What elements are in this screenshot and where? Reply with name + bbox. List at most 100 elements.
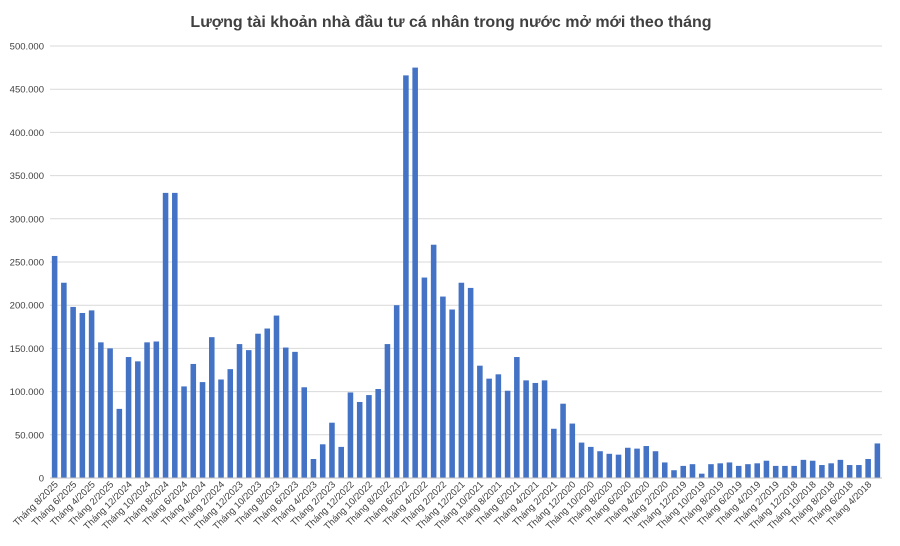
bar [523, 380, 529, 478]
bar [865, 458, 871, 478]
bar [449, 309, 455, 478]
bar [754, 463, 760, 478]
bar [236, 344, 243, 478]
bar [569, 423, 576, 478]
bar [172, 192, 178, 478]
bar [430, 244, 437, 478]
bar [440, 296, 446, 478]
bar [504, 390, 511, 478]
y-tick-label: 450.000 [10, 85, 44, 96]
bar [514, 357, 520, 478]
bar [116, 408, 123, 478]
bar [51, 255, 58, 478]
y-tick-label: 200.000 [10, 301, 44, 312]
bar [227, 369, 234, 478]
bar [421, 277, 428, 478]
bar [763, 460, 770, 478]
bar [403, 75, 409, 478]
bar [375, 389, 381, 478]
y-tick-label: 250.000 [10, 258, 44, 269]
bar [356, 401, 363, 478]
bar [634, 448, 640, 478]
bar [486, 378, 492, 478]
bar [310, 458, 317, 478]
bar [209, 337, 215, 478]
bar [98, 342, 104, 478]
chart-title: Lượng tài khoản nhà đầu tư cá nhân trong… [190, 14, 711, 31]
bar [245, 350, 252, 478]
bar [412, 67, 418, 478]
bar [643, 446, 650, 478]
bar [837, 459, 844, 478]
bar [162, 192, 169, 478]
bar [70, 306, 76, 478]
y-tick-label: 150.000 [10, 344, 44, 355]
bar [458, 282, 465, 478]
bar [597, 451, 603, 478]
bar [467, 287, 474, 478]
bar [560, 403, 566, 478]
y-tick-label: 400.000 [10, 128, 44, 139]
bar [181, 386, 187, 478]
bar [874, 443, 881, 478]
bar [319, 444, 326, 478]
bar [329, 422, 335, 478]
bar [680, 465, 687, 478]
bar [477, 365, 483, 478]
bar [689, 464, 696, 478]
bar [532, 382, 539, 478]
bar [782, 465, 788, 478]
bar [846, 465, 853, 478]
bar [745, 464, 751, 478]
bar [61, 282, 67, 478]
bars [51, 67, 881, 478]
bar [856, 465, 862, 478]
bar [393, 305, 400, 478]
bar [717, 463, 723, 478]
y-tick-label: 0 [39, 474, 44, 485]
bar [791, 465, 797, 478]
bar [735, 465, 742, 478]
bar [218, 379, 224, 478]
y-tick-label: 100.000 [10, 387, 44, 398]
bar [125, 357, 132, 478]
bar [819, 465, 825, 478]
bar [264, 328, 271, 478]
bar [135, 361, 141, 478]
y-tick-label: 500.000 [10, 42, 44, 53]
bar [726, 462, 733, 478]
y-tick-label: 350.000 [10, 171, 44, 182]
y-tick-label: 300.000 [10, 214, 44, 225]
y-tick-label: 50.000 [15, 430, 44, 441]
bar [551, 428, 557, 478]
bar [255, 333, 261, 478]
bar [625, 447, 631, 478]
bar [144, 342, 150, 478]
bar [282, 347, 289, 478]
bar [541, 380, 548, 478]
bar [578, 442, 585, 478]
bar [800, 459, 807, 478]
gridlines [50, 45, 882, 436]
bar [671, 470, 677, 478]
bar [366, 395, 372, 478]
bar [301, 387, 307, 478]
bar [809, 460, 816, 478]
bar [273, 315, 280, 478]
bar [698, 473, 705, 478]
bar [606, 453, 613, 478]
bar [347, 392, 354, 478]
bar [190, 363, 197, 478]
bar [107, 348, 113, 478]
bar [384, 344, 391, 478]
y-axis-ticks: 0 50.000 100.000 150.000 200.000 250.000 300.0… [10, 42, 44, 485]
bar [828, 463, 834, 478]
bar [652, 451, 659, 478]
bar [708, 464, 714, 478]
bar [661, 462, 668, 478]
bar [772, 465, 779, 478]
bar [199, 382, 206, 478]
bar [338, 446, 344, 478]
